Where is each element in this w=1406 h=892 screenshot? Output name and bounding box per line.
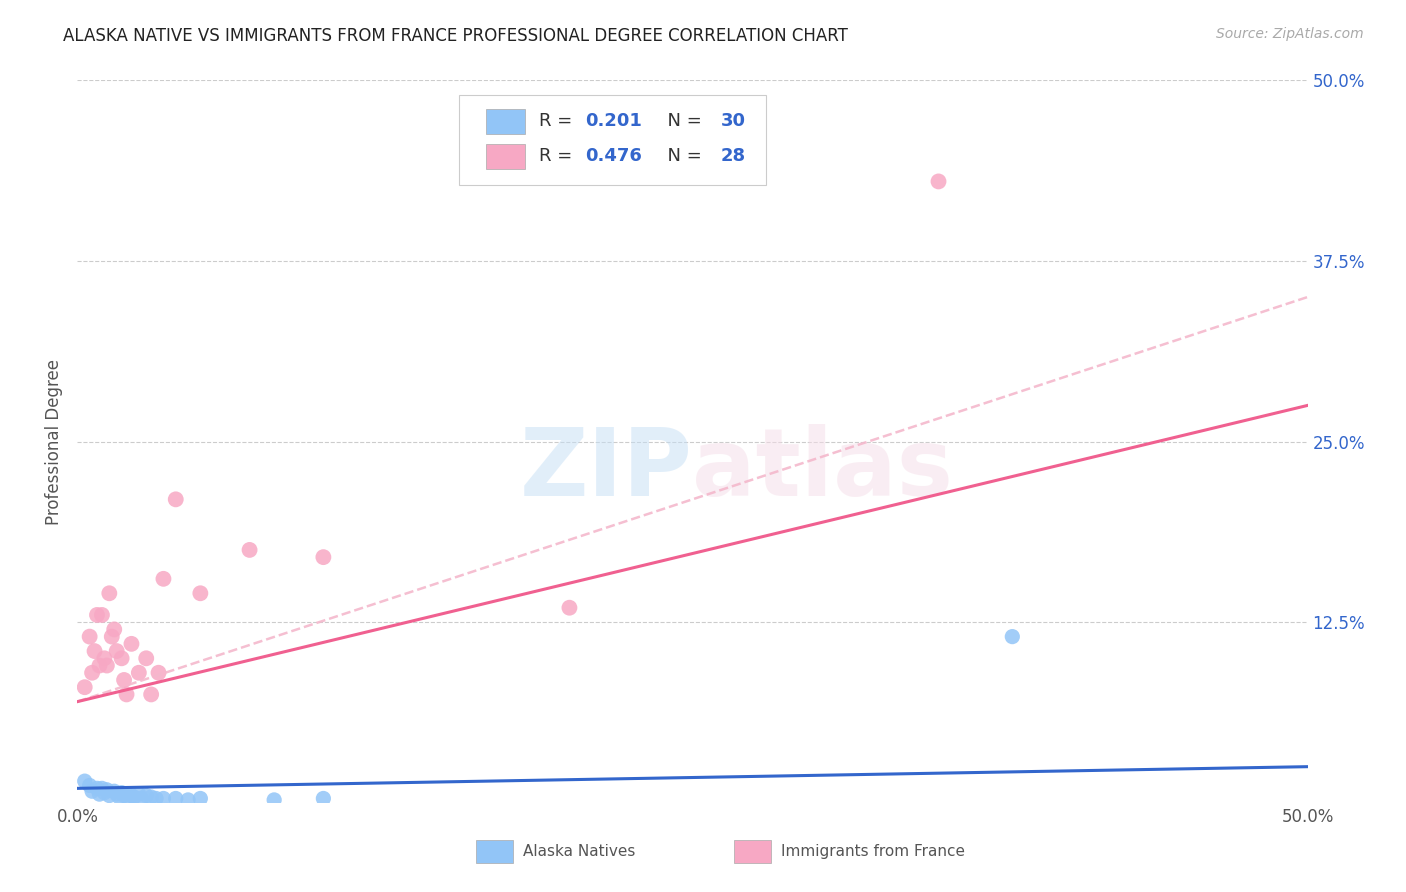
Point <box>86 781 108 796</box>
Text: N =: N = <box>655 147 707 165</box>
Point <box>90 781 114 796</box>
Point <box>73 680 96 694</box>
Point <box>89 787 111 801</box>
Text: R =: R = <box>538 112 578 130</box>
Point <box>115 687 138 701</box>
Point <box>86 607 108 622</box>
Point <box>263 793 285 807</box>
Point <box>165 791 187 805</box>
Point <box>135 651 157 665</box>
Point <box>105 787 128 801</box>
Text: Source: ZipAtlas.com: Source: ZipAtlas.com <box>1216 27 1364 41</box>
Text: ZIP: ZIP <box>520 425 693 516</box>
FancyBboxPatch shape <box>486 109 526 134</box>
Point <box>103 623 125 637</box>
Point <box>112 789 135 803</box>
Point <box>108 790 131 805</box>
Point <box>145 791 167 805</box>
Point <box>928 174 950 188</box>
Point <box>135 789 157 803</box>
Point <box>148 665 170 680</box>
Y-axis label: Professional Degree: Professional Degree <box>45 359 63 524</box>
Text: atlas: atlas <box>693 425 953 516</box>
Point <box>165 492 187 507</box>
Point <box>128 787 150 801</box>
Point <box>90 607 114 622</box>
Point <box>111 786 132 800</box>
FancyBboxPatch shape <box>477 840 513 863</box>
Point <box>82 665 104 680</box>
Point <box>83 644 105 658</box>
Point <box>93 651 115 665</box>
Point <box>89 658 111 673</box>
Text: Immigrants from France: Immigrants from France <box>782 845 965 859</box>
Text: R =: R = <box>538 147 578 165</box>
Point <box>152 572 174 586</box>
Point <box>239 542 262 557</box>
Text: 28: 28 <box>721 147 745 165</box>
Point <box>141 790 163 805</box>
Point <box>1001 630 1024 644</box>
Point <box>96 658 118 673</box>
Point <box>73 774 96 789</box>
Point <box>105 644 128 658</box>
Text: Alaska Natives: Alaska Natives <box>523 845 636 859</box>
Text: ALASKA NATIVE VS IMMIGRANTS FROM FRANCE PROFESSIONAL DEGREE CORRELATION CHART: ALASKA NATIVE VS IMMIGRANTS FROM FRANCE … <box>63 27 848 45</box>
Point <box>177 793 200 807</box>
Point <box>152 791 174 805</box>
Point <box>79 630 101 644</box>
Point <box>121 789 143 803</box>
Point <box>128 665 150 680</box>
Point <box>312 791 335 805</box>
Point <box>96 782 118 797</box>
FancyBboxPatch shape <box>734 840 772 863</box>
Text: N =: N = <box>655 112 707 130</box>
Point <box>558 600 581 615</box>
Point <box>141 687 163 701</box>
Text: 30: 30 <box>721 112 745 130</box>
Point <box>98 586 121 600</box>
FancyBboxPatch shape <box>458 95 766 185</box>
Point <box>111 651 132 665</box>
Point <box>93 786 115 800</box>
Point <box>188 791 212 805</box>
Point <box>101 630 124 644</box>
Point <box>122 790 145 805</box>
Point <box>121 637 143 651</box>
FancyBboxPatch shape <box>486 144 526 169</box>
Point <box>98 789 121 803</box>
Text: 0.476: 0.476 <box>585 147 643 165</box>
Point <box>312 550 335 565</box>
Text: 0.201: 0.201 <box>585 112 643 130</box>
Point <box>188 586 212 600</box>
Point <box>79 779 101 793</box>
Point <box>112 673 135 687</box>
Point <box>115 787 138 801</box>
Point <box>82 784 104 798</box>
Point <box>118 791 141 805</box>
Point <box>129 791 153 805</box>
Point <box>103 784 125 798</box>
